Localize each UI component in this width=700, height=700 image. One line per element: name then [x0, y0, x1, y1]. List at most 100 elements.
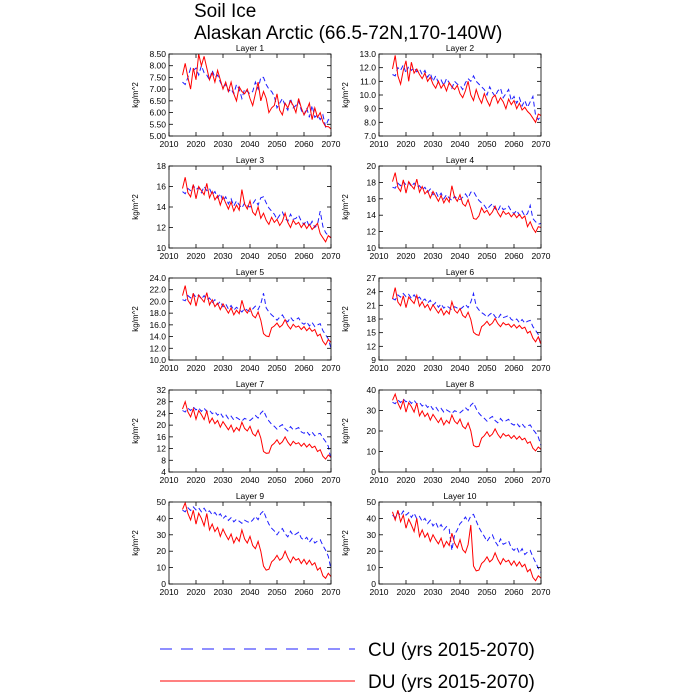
- y-tick-label: 18: [367, 177, 377, 187]
- y-tick-label: 50: [157, 497, 167, 507]
- x-tick-label: 2070: [532, 251, 551, 261]
- x-tick-label: 2050: [268, 475, 287, 485]
- x-tick-label: 2050: [478, 139, 497, 149]
- x-tick-label: 2010: [370, 587, 389, 597]
- series-line-cu: [392, 180, 542, 225]
- x-tick-label: 2060: [295, 363, 314, 373]
- x-tick-label: 2060: [295, 251, 314, 261]
- y-tick-label: 20: [367, 161, 377, 171]
- y-tick-label: 32: [157, 385, 167, 395]
- y-tick-label: 16: [157, 182, 167, 192]
- panel-title: Layer 3: [236, 155, 265, 165]
- series-line-du: [392, 510, 542, 582]
- x-tick-label: 2050: [268, 363, 287, 373]
- x-tick-label: 2020: [187, 251, 206, 261]
- x-tick-label: 2070: [322, 475, 341, 485]
- y-tick-label: 24: [367, 287, 377, 297]
- y-tick-label: 0: [371, 579, 376, 589]
- x-tick-label: 2030: [424, 251, 443, 261]
- x-tick-label: 2020: [187, 363, 206, 373]
- y-tick-label: 18: [157, 161, 167, 171]
- panel-title: Layer 6: [446, 267, 475, 277]
- x-tick-label: 2030: [214, 139, 233, 149]
- y-tick-label: 4: [161, 467, 166, 477]
- x-tick-label: 2060: [505, 251, 524, 261]
- y-tick-label: 30: [367, 406, 377, 416]
- y-axis-label: kg/m^2: [131, 82, 140, 108]
- x-tick-label: 2040: [451, 363, 470, 373]
- series-line-du: [392, 392, 542, 452]
- y-tick-label: 12.0: [149, 343, 166, 353]
- y-tick-label: 10.0: [149, 355, 166, 365]
- x-tick-label: 2070: [532, 587, 551, 597]
- series-line-cu: [182, 292, 332, 349]
- x-tick-label: 2050: [478, 251, 497, 261]
- panel-layer-4: Layer 4 kg/m^2 10 12 14 16 18 20 2010 2020 2030 204…: [341, 155, 551, 261]
- y-tick-label: 12.0: [359, 63, 376, 73]
- series-line-cu: [182, 506, 332, 570]
- plot-frame: [168, 277, 332, 361]
- x-tick-label: 2010: [160, 251, 179, 261]
- y-tick-label: 20.0: [149, 296, 166, 306]
- x-tick-label: 2010: [160, 587, 179, 597]
- y-tick-label: 20: [367, 426, 377, 436]
- y-tick-label: 7.50: [149, 72, 166, 82]
- y-tick-label: 20: [367, 546, 377, 556]
- chart-title: Soil Ice: [194, 1, 256, 22]
- y-tick-label: 18.0: [149, 308, 166, 318]
- x-tick-label: 2060: [295, 475, 314, 485]
- panel-title: Layer 5: [236, 267, 265, 277]
- series-line-du: [182, 501, 332, 580]
- x-tick-label: 2020: [187, 587, 206, 597]
- x-tick-label: 2050: [478, 363, 497, 373]
- y-axis-label: kg/m^2: [131, 306, 140, 332]
- y-tick-label: 14.0: [149, 332, 166, 342]
- y-axis-label: kg/m^2: [131, 530, 140, 556]
- x-tick-label: 2010: [160, 139, 179, 149]
- x-tick-label: 2070: [322, 587, 341, 597]
- x-tick-label: 2050: [268, 139, 287, 149]
- y-tick-label: 0: [161, 579, 166, 589]
- y-tick-label: 20: [157, 546, 167, 556]
- y-tick-label: 28: [157, 397, 167, 407]
- y-tick-label: 15: [367, 328, 377, 338]
- plot-frame: [168, 53, 332, 137]
- y-tick-label: 5.50: [149, 119, 166, 129]
- x-tick-label: 2040: [451, 587, 470, 597]
- x-tick-label: 2070: [322, 139, 341, 149]
- panel-title: Layer 9: [236, 491, 265, 501]
- chart-subtitle: Alaskan Arctic (66.5-72N,170-140W): [194, 23, 502, 44]
- y-tick-label: 11.0: [360, 76, 376, 86]
- y-tick-label: 30: [157, 530, 167, 540]
- x-tick-label: 2030: [214, 475, 233, 485]
- y-tick-label: 0: [371, 467, 376, 477]
- plot-frame: [168, 389, 332, 473]
- y-tick-label: 30: [367, 530, 377, 540]
- x-tick-label: 2040: [241, 587, 260, 597]
- panel-title: Layer 4: [446, 155, 475, 165]
- y-tick-label: 40: [157, 513, 167, 523]
- y-tick-label: 12: [157, 444, 167, 454]
- panel-title: Layer 1: [236, 43, 265, 53]
- x-tick-label: 2030: [214, 251, 233, 261]
- y-tick-label: 10: [367, 243, 377, 253]
- x-tick-label: 2050: [268, 251, 287, 261]
- plot-frame: [378, 165, 542, 249]
- panel-layer-1: Layer 1 kg/m^2 5.00 5.506.00 6.50 7.00 7.508.0…: [131, 43, 341, 149]
- y-tick-label: 7.00: [149, 84, 166, 94]
- x-tick-label: 2070: [322, 363, 341, 373]
- legend-label-cu: CU (yrs 2015-2070): [368, 640, 535, 661]
- y-tick-label: 9.0: [364, 104, 376, 114]
- y-tick-label: 16: [157, 432, 167, 442]
- y-tick-label: 12: [367, 227, 377, 237]
- y-tick-label: 6.50: [149, 96, 166, 106]
- y-tick-label: 10: [367, 563, 377, 573]
- series-line-cu: [392, 63, 542, 121]
- panel-layer-6: Layer 6 kg/m^2 9 12 15 18 21 24 27 2010 2020 2030 20…: [341, 267, 551, 373]
- x-tick-label: 2010: [370, 363, 389, 373]
- x-tick-label: 2030: [424, 475, 443, 485]
- y-tick-label: 6.00: [149, 108, 166, 118]
